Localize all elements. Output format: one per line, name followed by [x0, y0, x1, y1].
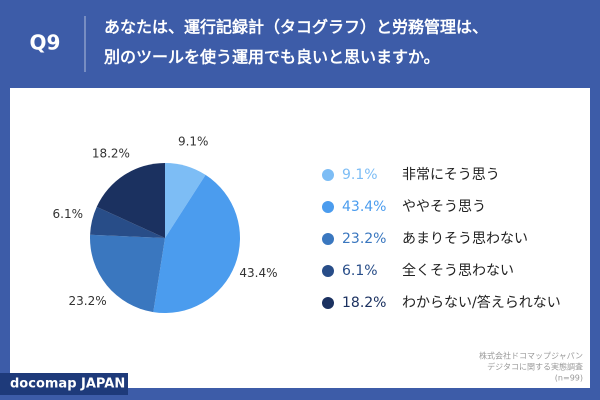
legend-value: 18.2% [342, 295, 386, 311]
pie-slice [165, 163, 206, 238]
legend-marker [322, 297, 334, 309]
source-line: 株式会社ドコマップジャパン [479, 351, 583, 361]
pie-slice [90, 234, 165, 313]
legend-value: 9.1% [342, 167, 378, 183]
legend-value: 43.4% [342, 199, 386, 215]
pie-slice [96, 163, 165, 238]
data-label: 23.2% [68, 294, 106, 308]
legend-marker [322, 201, 334, 213]
data-label: 9.1% [178, 135, 209, 149]
data-label: 6.1% [53, 207, 84, 221]
pie-slice [153, 174, 240, 313]
brand-badge [0, 373, 128, 395]
legend-label: わからない/答えられない [402, 294, 561, 311]
data-label: 43.4% [239, 266, 277, 280]
pie-slice [90, 206, 165, 238]
legend-label: 全くそう思わない [402, 262, 514, 279]
legend-label: ややそう思う [402, 199, 486, 215]
question-number: Q9 [30, 31, 61, 55]
legend-label: あまりそう思わない [402, 231, 528, 247]
legend-marker [322, 265, 334, 277]
legend-label: 非常にそう思う [402, 167, 500, 183]
brand: docomap JAPAN [10, 377, 125, 392]
data-label: 18.2% [92, 146, 130, 160]
legend-value: 23.2% [342, 231, 386, 247]
legend-marker [322, 169, 334, 181]
title-line: 別のツールを使う運用でも良いと思いますか。 [104, 48, 440, 67]
source-line: デジタコに関する実態調査 [487, 362, 583, 372]
chart: 9.1% 9.1% 非常にそう思う 43.4% 43.4% ややそう思う 23.2% 23.2… [53, 135, 561, 313]
legend-value: 6.1% [342, 263, 378, 279]
source-line: (n=99) [555, 374, 583, 383]
title-line: あなたは、運行記録計（タコグラフ）と労務管理は、 [104, 18, 488, 37]
legend-marker [322, 233, 334, 245]
